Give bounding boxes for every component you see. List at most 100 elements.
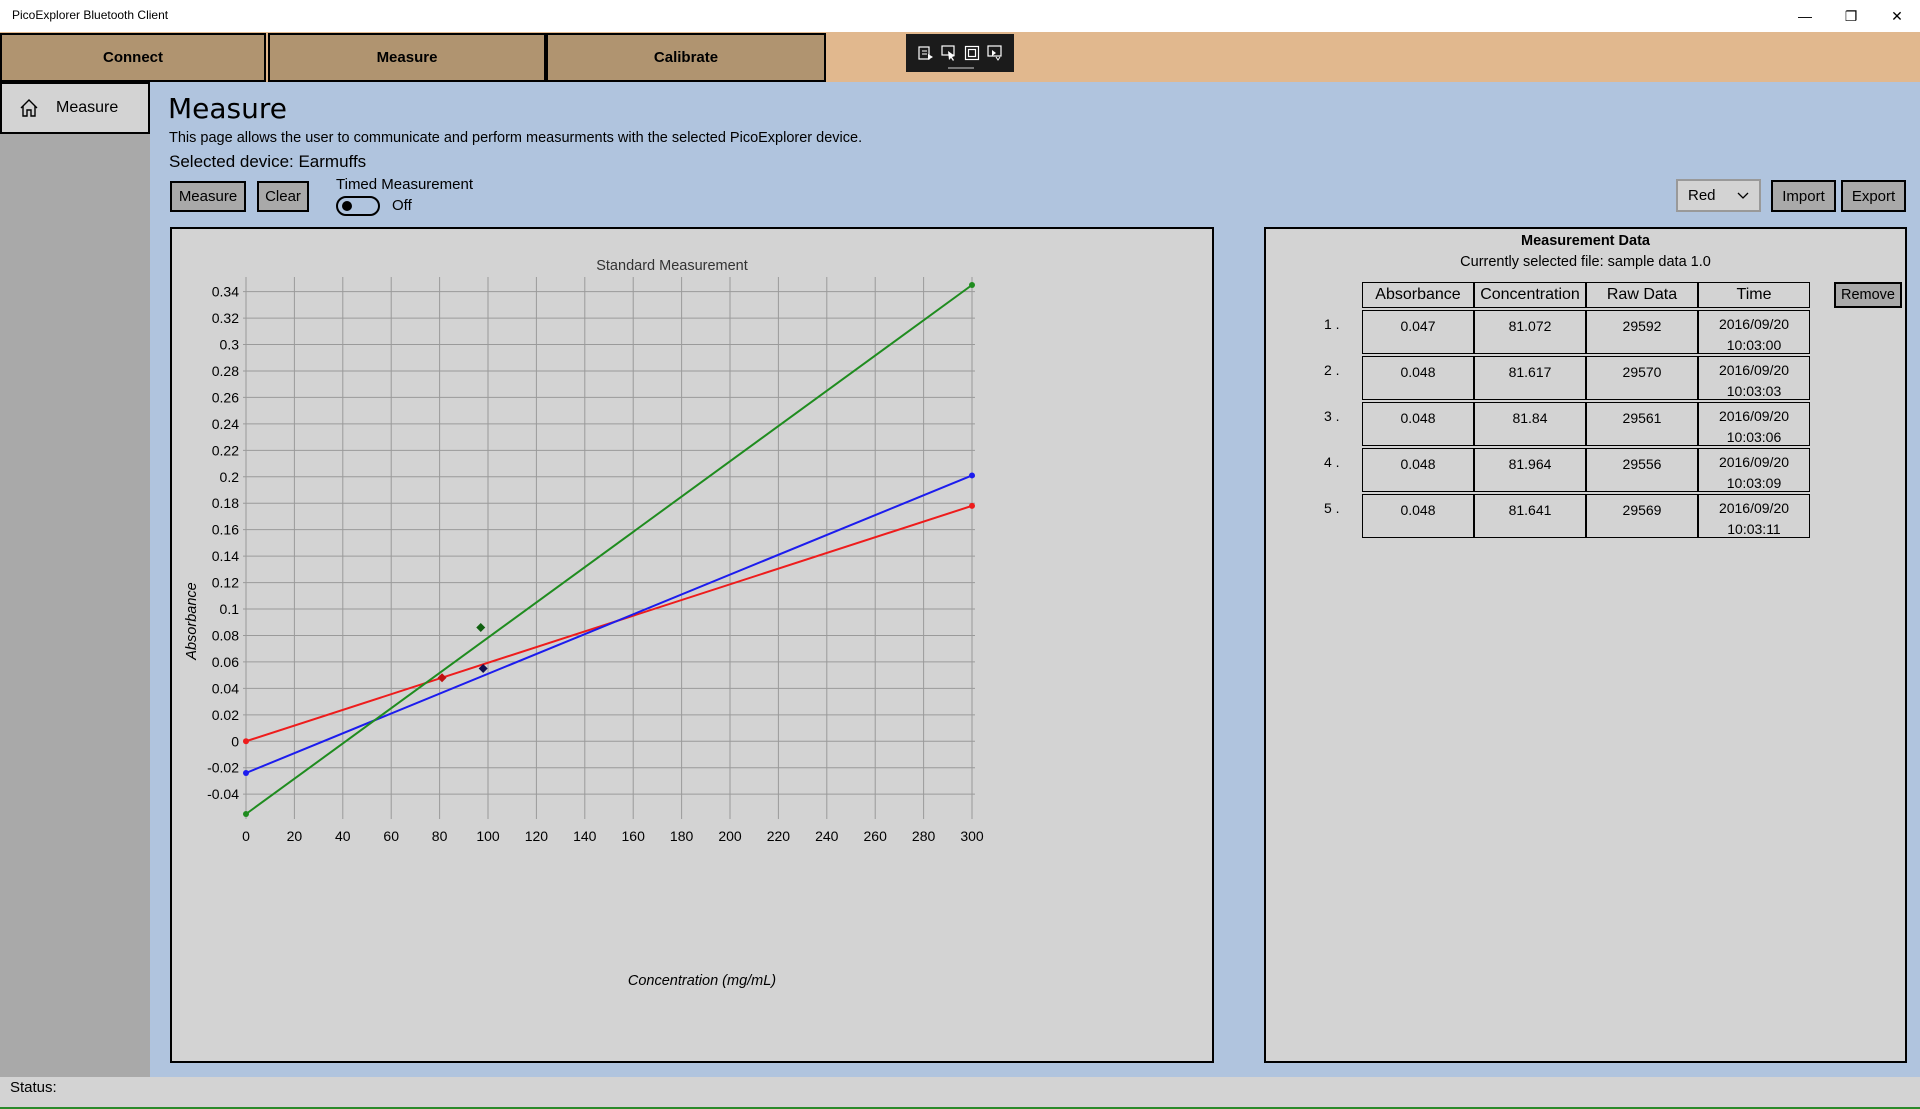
table-row[interactable]: 5 . 0.048 81.641 29569 2016/09/20 10:03:1… — [1324, 494, 1810, 538]
series-endpoint-marker — [243, 811, 249, 817]
import-button[interactable]: Import — [1771, 180, 1836, 212]
home-icon — [20, 99, 38, 117]
x-tick-label: 220 — [767, 828, 791, 844]
measurement-table: Absorbance Concentration Raw Data Time 1… — [1324, 282, 1810, 538]
toolbar-grip[interactable] — [948, 67, 974, 69]
column-header-concentration[interactable]: Concentration — [1474, 282, 1586, 308]
chart-x-axis-label: Concentration (mg/mL) — [628, 973, 776, 989]
column-header-absorbance[interactable]: Absorbance — [1362, 282, 1474, 308]
track-focus-icon[interactable] — [986, 44, 1004, 62]
series-endpoint-marker — [969, 472, 975, 479]
x-tick-label: 0 — [242, 828, 250, 844]
app-title: PicoExplorer Bluetooth Client — [12, 8, 169, 22]
time-cell: 2016/09/20 10:03:06 — [1698, 402, 1810, 446]
series-endpoint-marker — [243, 738, 249, 745]
chart-y-axis-label: Absorbance — [184, 582, 200, 660]
time-cell-time: 10:03:06 — [1726, 429, 1782, 445]
x-tick-label: 160 — [622, 828, 646, 844]
measurement-point-marker — [437, 673, 447, 683]
x-tick-label: 120 — [525, 828, 549, 844]
time-cell: 2016/09/20 10:03:11 — [1698, 494, 1810, 538]
table-row[interactable]: 3 . 0.048 81.84 29561 2016/09/20 10:03:06 — [1324, 402, 1810, 446]
close-button[interactable]: ✕ — [1891, 7, 1903, 24]
time-cell-time: 10:03:11 — [1727, 521, 1781, 537]
title-bar: PicoExplorer Bluetooth Client — ❐ ✕ — [0, 0, 1920, 32]
y-tick-label: 0.3 — [220, 337, 240, 353]
x-tick-label: 260 — [864, 828, 888, 844]
top-tab-bar: Connect Measure Calibrate — [0, 32, 1920, 82]
x-tick-label: 280 — [912, 828, 936, 844]
table-row[interactable]: 2 . 0.048 81.617 29570 2016/09/20 10:03:0… — [1324, 356, 1810, 400]
time-cell: 2016/09/20 10:03:00 — [1698, 310, 1810, 354]
measure-button[interactable]: Measure — [170, 181, 246, 212]
y-tick-label: 0.06 — [212, 654, 239, 670]
select-element-icon[interactable] — [940, 44, 958, 62]
absorbance-cell: 0.047 — [1362, 310, 1474, 354]
tab-measure[interactable]: Measure — [268, 33, 546, 82]
y-tick-label: 0 — [231, 733, 239, 749]
row-number: 3 . — [1324, 408, 1340, 424]
status-bar: Status: — [0, 1077, 1920, 1109]
selected-device-label: Selected device: Earmuffs — [169, 152, 367, 171]
raw-data-cell: 29561 — [1586, 402, 1698, 446]
measurement-point-marker — [478, 664, 488, 674]
concentration-cell: 81.641 — [1474, 494, 1586, 538]
minimize-button[interactable]: — — [1798, 8, 1812, 24]
row-number: 5 . — [1324, 500, 1340, 516]
y-tick-label: 0.14 — [212, 548, 239, 564]
chart-title: Standard Measurement — [596, 258, 748, 274]
y-tick-label: 0.28 — [212, 363, 239, 379]
time-cell: 2016/09/20 10:03:09 — [1698, 448, 1810, 492]
concentration-cell: 81.072 — [1474, 310, 1586, 354]
debug-toolbar — [906, 34, 1014, 72]
series-endpoint-marker — [969, 502, 975, 509]
remove-button[interactable]: Remove — [1834, 282, 1902, 308]
tab-connect[interactable]: Connect — [0, 33, 266, 82]
live-tree-icon[interactable] — [917, 44, 935, 62]
table-row[interactable]: 4 . 0.048 81.964 29556 2016/09/20 10:03:0… — [1324, 448, 1810, 492]
column-header-time[interactable]: Time — [1698, 282, 1810, 308]
color-select[interactable]: Red — [1676, 179, 1761, 212]
layout-adorner-icon[interactable] — [963, 44, 981, 62]
time-cell-time: 10:03:09 — [1726, 475, 1782, 491]
time-cell-date: 2016/09/20 — [1718, 316, 1790, 332]
y-tick-label: 0.24 — [212, 416, 239, 432]
y-tick-label: 0.26 — [212, 389, 239, 405]
sidebar-item-measure[interactable]: Measure — [0, 82, 150, 134]
table-row[interactable]: 1 . 0.047 81.072 29592 2016/09/20 10:03:0… — [1324, 310, 1810, 354]
time-cell-date: 2016/09/20 — [1718, 408, 1790, 424]
y-tick-label: 0.04 — [212, 680, 239, 696]
absorbance-cell: 0.048 — [1362, 356, 1474, 400]
y-tick-label: 0.02 — [212, 707, 239, 723]
x-tick-label: 80 — [432, 828, 448, 844]
y-tick-label: 0.08 — [212, 627, 239, 643]
measurement-point-marker — [476, 623, 486, 633]
color-select-value: Red — [1688, 187, 1716, 204]
standard-measurement-chart: 0 20 40 60 80 100 120 140 160 180 200 220 240 260 280 3… — [184, 258, 984, 989]
absorbance-cell: 0.048 — [1362, 494, 1474, 538]
y-tick-label: 0.32 — [212, 310, 239, 326]
row-number: 1 . — [1324, 316, 1340, 332]
timed-measurement-label: Timed Measurement — [336, 176, 473, 193]
time-cell-date: 2016/09/20 — [1718, 454, 1790, 470]
timed-measurement-toggle[interactable] — [336, 196, 380, 216]
y-tick-label: 0.12 — [212, 575, 239, 591]
chart-panel: 0 20 40 60 80 100 120 140 160 180 200 220 240 260 280 3… — [170, 227, 1214, 1063]
time-cell-date: 2016/09/20 — [1718, 362, 1790, 378]
time-cell-date: 2016/09/20 — [1718, 500, 1790, 516]
clear-button[interactable]: Clear — [257, 181, 309, 212]
maximize-button[interactable]: ❐ — [1844, 7, 1858, 24]
y-tick-label: -0.02 — [207, 760, 239, 776]
column-header-raw-data[interactable]: Raw Data — [1586, 282, 1698, 308]
toggle-state-label: Off — [392, 197, 412, 214]
x-tick-label: 200 — [718, 828, 742, 844]
tab-calibrate[interactable]: Calibrate — [546, 33, 826, 82]
concentration-cell: 81.617 — [1474, 356, 1586, 400]
data-panel-subtitle: Currently selected file: sample data 1.0 — [1460, 254, 1711, 270]
y-tick-label: -0.04 — [207, 786, 239, 802]
y-tick-label: 0.16 — [212, 522, 239, 538]
series-line-3 — [245, 284, 973, 815]
export-button[interactable]: Export — [1841, 180, 1906, 212]
y-tick-label: 0.22 — [212, 442, 239, 458]
row-number: 2 . — [1324, 362, 1340, 378]
